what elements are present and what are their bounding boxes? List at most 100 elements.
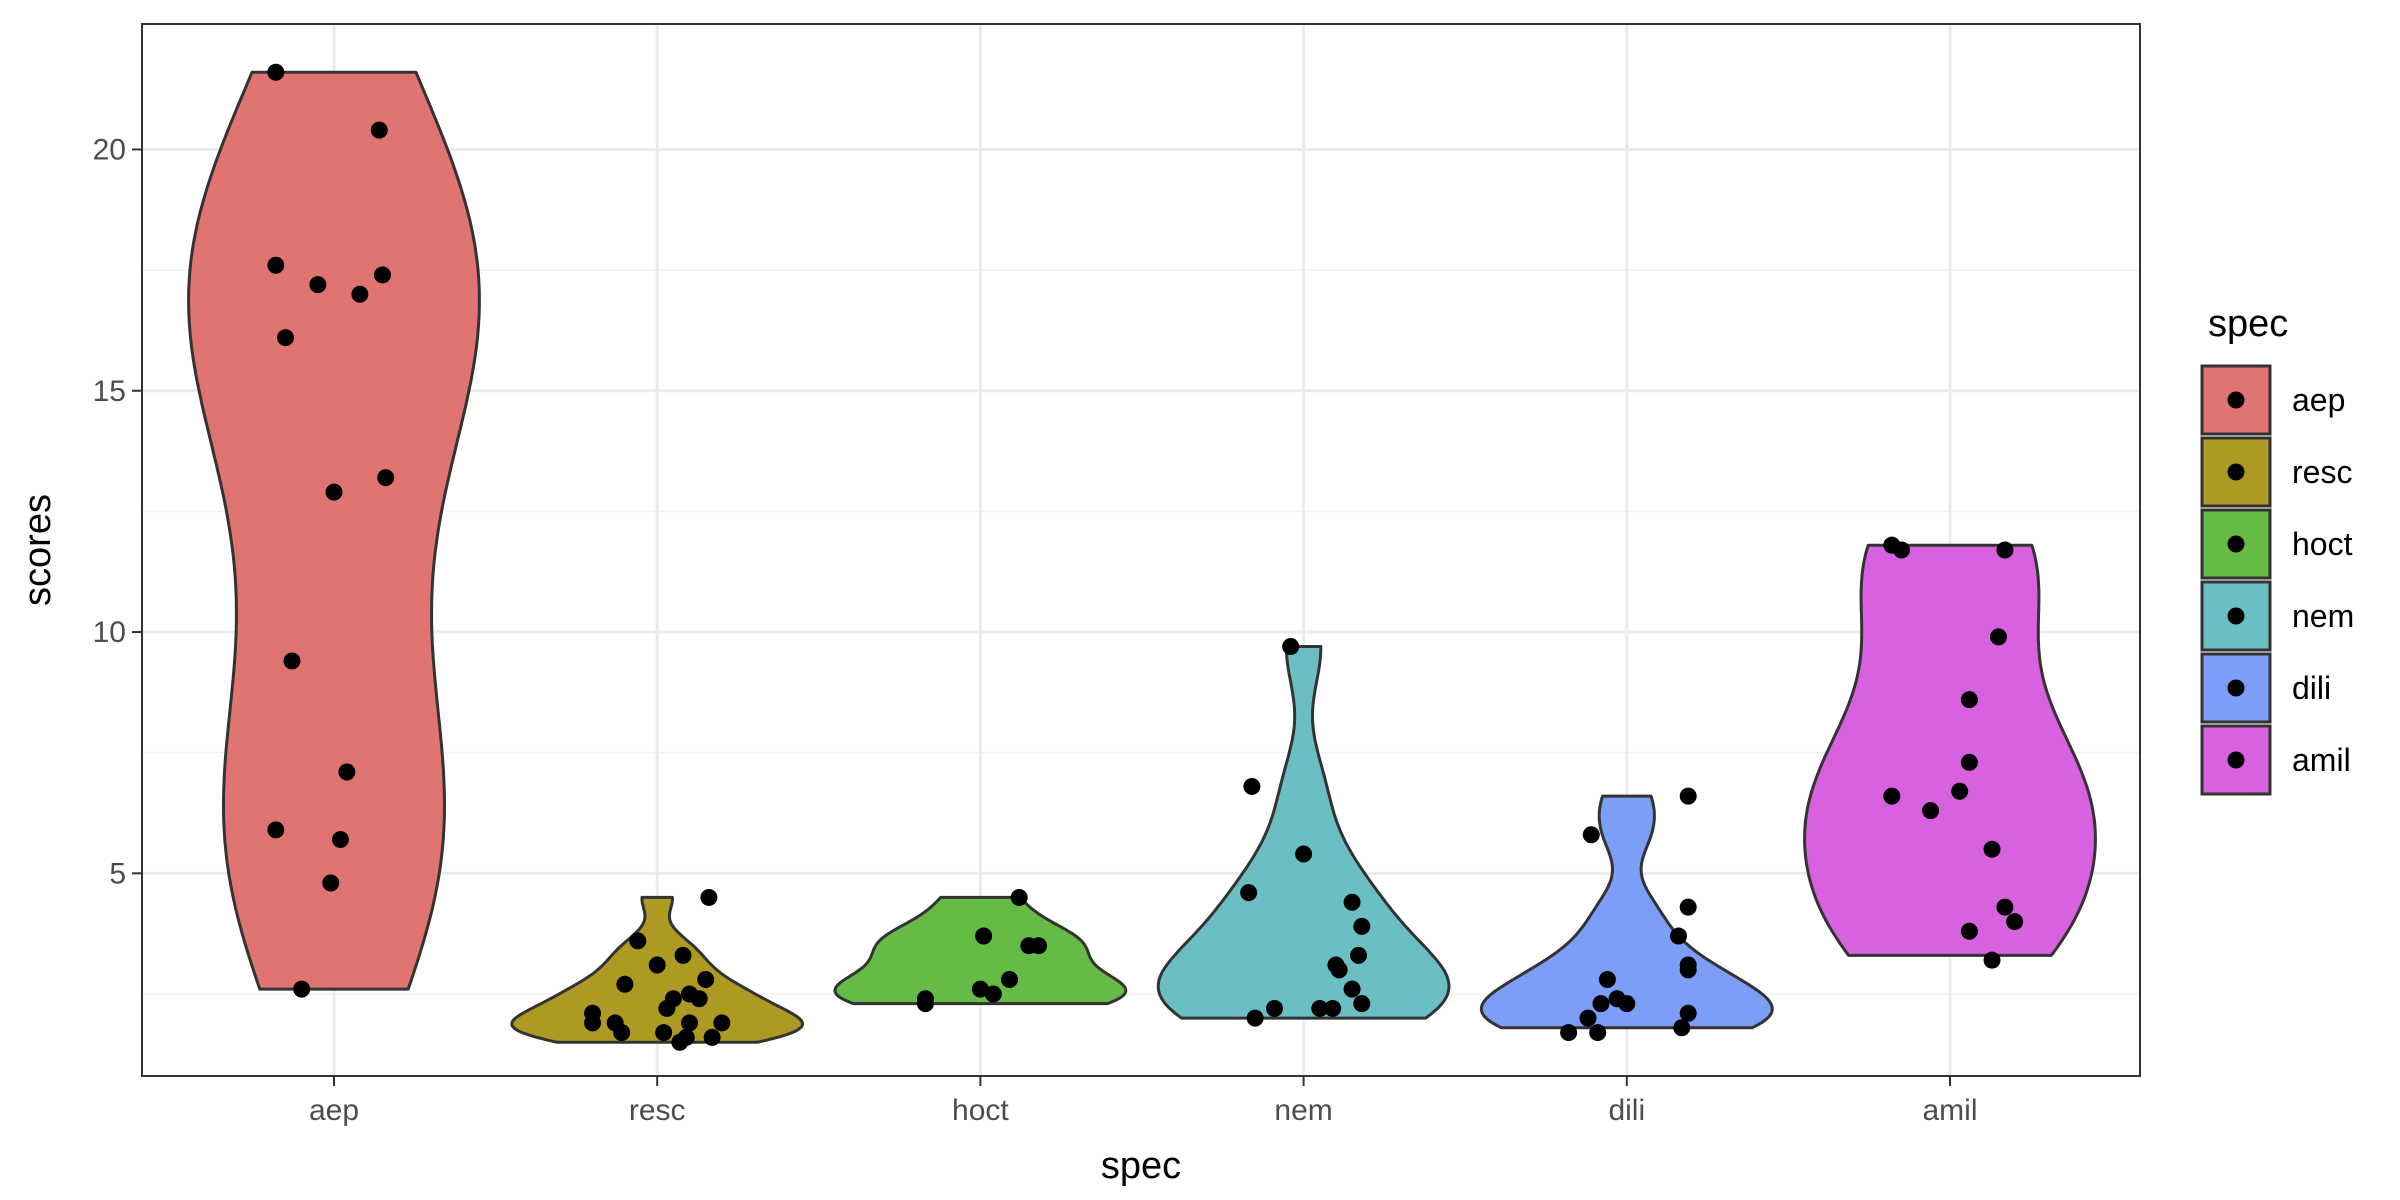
plot-panel (142, 24, 2140, 1076)
data-point (1673, 1019, 1691, 1037)
data-point (1951, 782, 1969, 800)
y-tick-label: 15 (93, 375, 126, 408)
legend-title: spec (2208, 303, 2288, 345)
data-point (1922, 802, 1940, 820)
data-point (1670, 927, 1688, 945)
data-point (1311, 999, 1329, 1017)
x-axis-title: spec (1101, 1145, 1181, 1187)
data-point (658, 999, 676, 1017)
data-point (1343, 893, 1361, 911)
data-point (674, 946, 692, 964)
data-point (1582, 826, 1600, 844)
data-point (584, 1014, 602, 1032)
data-point (1679, 787, 1697, 805)
data-point (1598, 970, 1616, 988)
data-point (373, 266, 391, 284)
x-axis: aep resc hoct nem dili amil (309, 1076, 1978, 1127)
data-point (1996, 541, 2014, 559)
legend-key-point (2227, 535, 2245, 553)
data-point (267, 256, 285, 274)
data-point (331, 831, 349, 849)
data-point (697, 970, 715, 988)
legend-key-point (2227, 463, 2245, 481)
x-tick-label: aep (309, 1094, 359, 1127)
data-point (648, 956, 666, 974)
violin-aep (187, 70, 481, 991)
data-point (616, 975, 634, 993)
data-point (267, 821, 285, 839)
data-point (309, 276, 327, 294)
data-point (1983, 840, 2001, 858)
data-point (975, 927, 993, 945)
data-point (1343, 980, 1361, 998)
legend-label-resc: resc (2292, 454, 2352, 490)
data-point (971, 980, 989, 998)
data-point (1592, 995, 1610, 1013)
legend-key-point (2227, 391, 2245, 409)
y-tick-label: 5 (109, 857, 126, 890)
y-tick-label: 10 (93, 616, 126, 649)
legend-key-point (2227, 679, 2245, 697)
data-point (370, 121, 388, 139)
data-point (713, 1014, 731, 1032)
x-tick-label: hoct (952, 1094, 1009, 1127)
data-point (1579, 1009, 1597, 1027)
x-tick-label: amil (1922, 1094, 1977, 1127)
x-tick-label: resc (629, 1094, 686, 1127)
data-point (703, 1028, 721, 1046)
data-point (613, 1024, 631, 1042)
data-point (1240, 884, 1258, 902)
data-point (377, 469, 395, 487)
data-point (1295, 845, 1313, 863)
legend-label-nem: nem (2292, 598, 2354, 634)
legend: spec aep resc hoct nem dili amil (2200, 303, 2354, 796)
data-point (322, 874, 340, 892)
data-point (1679, 1004, 1697, 1022)
data-point (690, 990, 708, 1008)
data-point (2006, 913, 2024, 931)
data-point (655, 1024, 673, 1042)
data-point (1589, 1024, 1607, 1042)
data-point (681, 1014, 699, 1032)
data-point (1243, 777, 1261, 795)
data-point (277, 329, 295, 347)
data-point (1960, 691, 1978, 709)
data-point (293, 980, 311, 998)
data-point (1353, 995, 1371, 1013)
legend-label-dili: dili (2292, 670, 2331, 706)
data-point (1618, 995, 1636, 1013)
data-point (629, 932, 647, 950)
data-point (1679, 898, 1697, 916)
data-point (671, 1033, 689, 1051)
data-point (1350, 946, 1368, 964)
data-point (1010, 888, 1028, 906)
y-tick-label: 20 (93, 133, 126, 166)
data-point (1893, 541, 1911, 559)
legend-label-hoct: hoct (2292, 526, 2353, 562)
data-point (1246, 1009, 1264, 1027)
data-point (1282, 638, 1300, 656)
legend-key-point (2227, 607, 2245, 625)
data-point (916, 990, 934, 1008)
points-layer (267, 63, 2024, 1051)
data-point (1324, 999, 1342, 1017)
data-point (267, 63, 285, 81)
data-point (1330, 961, 1348, 979)
data-point (1679, 961, 1697, 979)
data-point (1960, 922, 1978, 940)
data-point (283, 652, 301, 670)
y-axis-title: scores (17, 494, 59, 606)
violin-amil (1803, 543, 2097, 957)
data-point (1266, 999, 1284, 1017)
data-point (1353, 917, 1371, 935)
data-point (1983, 951, 2001, 969)
data-point (351, 285, 369, 303)
data-point (700, 888, 718, 906)
data-point (1960, 753, 1978, 771)
data-point (1989, 628, 2007, 646)
violin-hoct (833, 895, 1128, 1006)
legend-label-aep: aep (2292, 382, 2345, 418)
data-point (1996, 898, 2014, 916)
data-point (1030, 937, 1048, 955)
data-point (338, 763, 356, 781)
